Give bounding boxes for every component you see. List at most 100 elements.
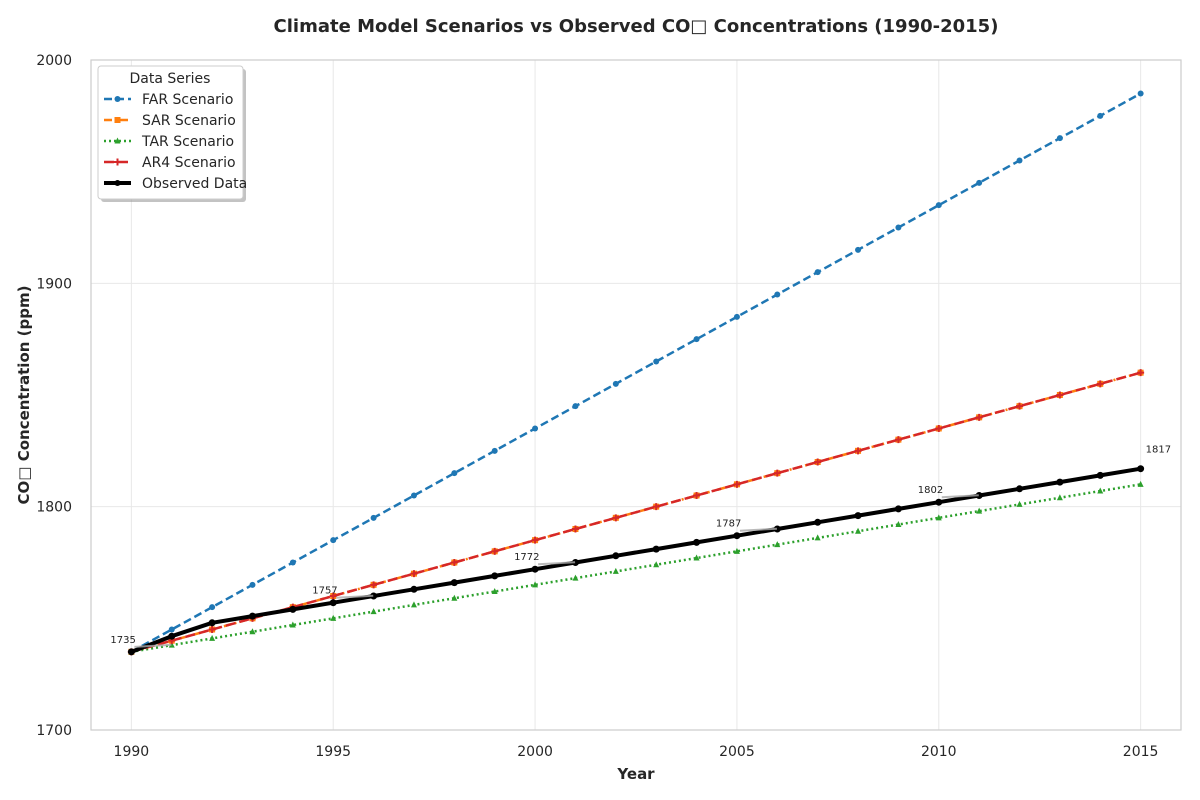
data-point bbox=[209, 634, 216, 641]
data-point bbox=[370, 608, 377, 615]
data-point bbox=[1137, 369, 1145, 377]
legend-label: AR4 Scenario bbox=[142, 155, 236, 171]
data-point bbox=[975, 492, 983, 499]
y-tick-label: 1800 bbox=[36, 500, 72, 516]
data-point bbox=[935, 514, 942, 521]
data-point bbox=[976, 507, 983, 514]
data-point bbox=[773, 525, 781, 533]
data-point bbox=[612, 380, 619, 387]
data-point bbox=[653, 358, 660, 365]
data-point bbox=[491, 588, 498, 595]
data-point bbox=[209, 604, 216, 611]
data-point bbox=[450, 579, 458, 587]
annotation-arrow bbox=[739, 527, 777, 532]
data-point bbox=[855, 527, 862, 534]
data-point bbox=[975, 413, 983, 421]
data-point bbox=[1016, 485, 1024, 493]
data-point bbox=[1137, 480, 1144, 487]
series-line bbox=[131, 371, 1141, 654]
data-point bbox=[329, 592, 337, 600]
data-point bbox=[612, 552, 620, 560]
x-tick-label: 2015 bbox=[1123, 744, 1159, 760]
data-point bbox=[652, 503, 660, 511]
data-point bbox=[773, 469, 781, 477]
legend-label: Observed Data bbox=[142, 176, 247, 192]
data-point bbox=[935, 202, 942, 209]
data-point bbox=[733, 532, 741, 540]
data-point bbox=[532, 425, 539, 432]
legend-box bbox=[97, 65, 244, 200]
data-point bbox=[1137, 90, 1144, 97]
data-point bbox=[855, 246, 862, 253]
data-point bbox=[895, 521, 902, 528]
data-point bbox=[208, 626, 216, 633]
data-point bbox=[168, 626, 175, 633]
data-point bbox=[168, 641, 175, 648]
data-point bbox=[531, 536, 539, 544]
annotation-label: 1757 bbox=[312, 586, 337, 597]
annotation-arrow bbox=[941, 494, 979, 499]
legend-title: Data Series bbox=[130, 71, 211, 87]
data-point bbox=[249, 581, 256, 588]
legend-marker bbox=[114, 180, 121, 186]
data-point bbox=[693, 538, 701, 546]
data-point bbox=[410, 492, 417, 499]
annotation-arrow bbox=[336, 594, 374, 599]
data-point bbox=[248, 612, 256, 620]
data-point bbox=[895, 224, 902, 231]
y-tick-label: 1700 bbox=[36, 723, 72, 739]
legend-item: AR4 Scenario bbox=[104, 155, 236, 171]
data-point bbox=[208, 619, 216, 627]
data-point bbox=[894, 505, 902, 513]
data-point bbox=[451, 594, 458, 601]
annotation-arrow bbox=[134, 643, 172, 648]
data-point bbox=[693, 554, 700, 561]
data-point bbox=[168, 632, 176, 640]
legend-item: Observed Data bbox=[104, 176, 247, 192]
data-point bbox=[451, 470, 458, 477]
data-point bbox=[410, 601, 417, 608]
data-point bbox=[410, 570, 418, 578]
annotations: 1735 1757 1772 1787 1802 1817 bbox=[110, 445, 1171, 648]
data-point bbox=[289, 605, 297, 613]
data-point bbox=[1096, 380, 1104, 388]
data-point bbox=[532, 581, 539, 588]
data-point bbox=[1056, 391, 1064, 399]
series bbox=[127, 90, 1145, 656]
x-axis-label: Year bbox=[616, 765, 655, 783]
data-point bbox=[1016, 157, 1023, 164]
data-point bbox=[491, 447, 498, 454]
data-point bbox=[450, 559, 458, 566]
data-point bbox=[693, 336, 700, 343]
data-point bbox=[289, 621, 296, 628]
annotation-label: 1735 bbox=[110, 635, 135, 646]
data-point bbox=[572, 403, 579, 410]
series-line bbox=[131, 483, 1141, 654]
chart-title: Climate Model Scenarios vs Observed CO□ … bbox=[274, 16, 999, 37]
data-point bbox=[1097, 487, 1104, 494]
legend-marker bbox=[114, 158, 121, 166]
legend-label: TAR Scenario bbox=[141, 134, 234, 150]
data-point bbox=[249, 628, 256, 635]
data-point bbox=[571, 559, 579, 566]
legend-marker bbox=[114, 96, 121, 102]
y-tick-label: 2000 bbox=[36, 53, 72, 69]
data-point bbox=[127, 648, 135, 656]
data-point bbox=[693, 492, 701, 499]
legend-item: TAR Scenario bbox=[104, 134, 234, 150]
data-point bbox=[935, 498, 943, 506]
data-point bbox=[774, 541, 781, 548]
data-point bbox=[733, 313, 740, 320]
series-line bbox=[130, 466, 1141, 654]
legend-label: FAR Scenario bbox=[142, 92, 233, 108]
data-point bbox=[1056, 494, 1063, 501]
data-point bbox=[1137, 465, 1145, 473]
data-point bbox=[491, 547, 499, 555]
data-point bbox=[854, 512, 862, 520]
data-point bbox=[370, 581, 378, 589]
data-point bbox=[814, 458, 822, 466]
legend-marker bbox=[114, 117, 121, 123]
data-point bbox=[894, 436, 902, 444]
data-point bbox=[1056, 478, 1064, 486]
